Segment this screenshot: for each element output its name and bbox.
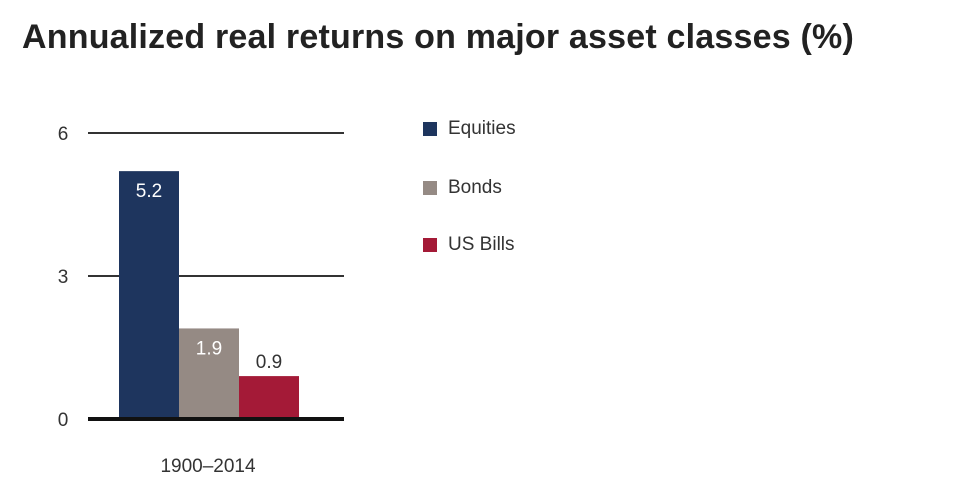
bar-us-bills [239, 376, 299, 419]
legend-swatch-equities [423, 122, 437, 136]
legend-label-equities: Equities [448, 118, 516, 139]
bar-equities [119, 171, 179, 419]
legend-swatch-bonds [423, 181, 437, 195]
data-label-bonds: 1.9 [196, 338, 222, 359]
chart-title: Annualized real returns on major asset c… [22, 18, 854, 56]
legend-swatch-us-bills [423, 238, 437, 252]
y-tick-label-6: 6 [58, 124, 69, 145]
legend-item-bonds: Bonds [423, 177, 502, 199]
x-category-label: 1900–2014 [160, 456, 256, 477]
bar-bonds [179, 328, 239, 419]
legend-item-equities: Equities [423, 118, 516, 140]
legend-label-bonds: Bonds [448, 177, 502, 198]
legend-item-us-bills: US Bills [423, 234, 515, 256]
y-tick-label-0: 0 [58, 410, 69, 431]
y-tick-label-3: 3 [58, 267, 69, 288]
legend-label-us-bills: US Bills [448, 234, 515, 255]
data-label-us-bills: 0.9 [256, 352, 282, 373]
data-label-equities: 5.2 [136, 181, 162, 202]
